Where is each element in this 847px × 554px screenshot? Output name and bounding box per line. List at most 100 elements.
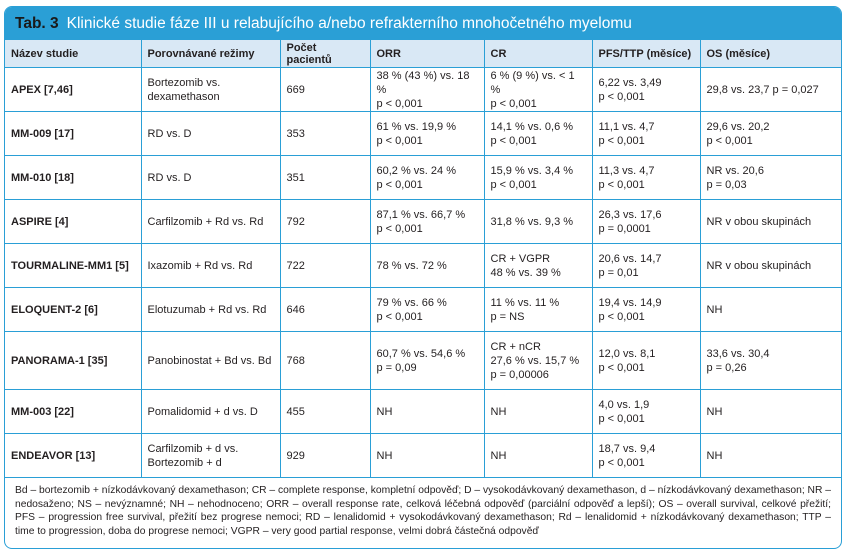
pfs-ttp-cell-line: 4,0 vs. 1,9 [598,398,650,411]
os-cell-line: NR v obou skupinách [706,259,812,272]
pfs-ttp-cell: 18,7 vs. 9,4 p < 0,001 [592,433,701,478]
pfs-ttp-cell-line: 11,3 vs. 4,7 [598,164,655,177]
os-cell-line: NH [706,303,723,316]
cr-cell-line: 27,6 % vs. 15,7 % [490,354,580,367]
orr-cell-line: 60,2 % vs. 24 % [376,164,457,177]
orr-cell-line: 60,7 % vs. 54,6 % [376,347,466,360]
pfs-ttp-cell-line: p < 0,001 [598,361,645,374]
cr-cell: CR + VGPR 48 % vs. 39 % [484,243,593,288]
study-name-cell: MM-003 [22] [5,389,142,434]
pfs-ttp-cell-line: p < 0,001 [598,412,645,425]
pfs-ttp-cell: 19,4 vs. 14,9 p < 0,001 [592,287,701,332]
cr-cell-line: p < 0,001 [490,178,537,191]
pfs-ttp-cell: 11,1 vs. 4,7 p < 0,001 [592,111,701,156]
pfs-ttp-cell-line: 12,0 vs. 8,1 [598,347,656,360]
os-cell-line: p = 0,03 [706,178,747,191]
table-row: ASPIRE [4] Carfilzomib + Rd vs. Rd 792 87,1… [5,199,841,244]
regimen-cell: Bortezomib vs. dexamethason [141,67,281,112]
regimen-cell-line: dexamethason [147,90,220,103]
os-cell: 29,6 vs. 20,2 p < 0,001 [700,111,841,156]
os-cell-line: NH [706,449,723,462]
regimen-cell: RD vs. D [141,155,281,200]
orr-cell-line: p < 0,001 [376,310,423,323]
table-row: MM-003 [22] Pomalidomid + d vs. D 455 NH NH 4… [5,389,841,434]
os-cell: 33,6 vs. 30,4 p = 0,26 [700,331,841,390]
pfs-ttp-cell: 12,0 vs. 8,1 p < 0,001 [592,331,701,390]
cr-cell-line: p < 0,001 [490,97,537,110]
regimen-cell: Carfilzomib + d vs. Bortezomib + d [141,433,281,478]
pfs-ttp-cell-line: 18,7 vs. 9,4 [598,442,656,455]
orr-cell-line: NH [376,449,393,462]
table-row: TOURMALINE-MM1 [5] Ixazomib + Rd vs. Rd 72… [5,243,841,288]
table-frame: Tab. 3 Klinické studie fáze III u relabu… [4,6,842,549]
cr-cell-line: 15,9 % vs. 3,4 % [490,164,574,177]
pfs-ttp-cell-line: p < 0,001 [598,90,645,103]
table-title-bar: Tab. 3 Klinické studie fáze III u relabu… [5,7,841,40]
cr-cell-line: 48 % vs. 39 % [490,266,561,279]
cr-cell: 6 % (9 %) vs. < 1 % p < 0,001 [484,67,593,112]
regimen-cell: RD vs. D [141,111,281,156]
cr-cell-line: NH [490,405,507,418]
regimen-cell: Ixazomib + Rd vs. Rd [141,243,281,288]
cr-cell: NH [484,389,593,434]
table-row: ELOQUENT-2 [6] Elotuzumab + Rd vs. Rd 646 7… [5,287,841,332]
pfs-ttp-cell-line: 11,1 vs. 4,7 [598,120,655,133]
os-cell-line: p < 0,001 [706,134,753,147]
regimen-cell: Carfilzomib + Rd vs. Rd [141,199,281,244]
regimen-cell-line: Ixazomib + Rd vs. Rd [147,259,253,272]
os-cell-line: 29,8 vs. 23,7 p = 0,027 [706,83,819,96]
os-cell: NH [700,433,841,478]
cr-cell: 14,1 % vs. 0,6 % p < 0,001 [484,111,593,156]
orr-cell: 60,7 % vs. 54,6 % p = 0,09 [370,331,485,390]
cr-cell-line: 14,1 % vs. 0,6 % [490,120,574,133]
os-cell-line: NR v obou skupinách [706,215,812,228]
orr-cell-line: p < 0,001 [376,134,423,147]
cr-cell-line: CR + nCR [490,340,541,353]
orr-cell-line: 61 % vs. 19,9 % [376,120,457,133]
cr-cell-line: p = 0,00006 [490,368,549,381]
patients-cell: 455 [280,389,371,434]
orr-cell-line: 79 % vs. 66 % [376,296,447,309]
os-cell: NR vs. 20,6 p = 0,03 [700,155,841,200]
study-name-cell: ENDEAVOR [13] [5,433,142,478]
cr-cell: 11 % vs. 11 % p = NS [484,287,593,332]
pfs-ttp-cell-line: p < 0,001 [598,134,645,147]
orr-cell-line: p < 0,001 [376,178,423,191]
os-cell-line: 33,6 vs. 30,4 [706,347,770,360]
orr-cell: 78 % vs. 72 % [370,243,485,288]
cr-cell-line: p < 0,001 [490,134,537,147]
regimen-cell-line: Pomalidomid + d vs. D [147,405,258,418]
table-number: Tab. 3 [15,14,59,32]
cr-cell-line: 11 % vs. 11 % [490,296,560,309]
regimen-cell: Pomalidomid + d vs. D [141,389,281,434]
patients-cell: 768 [280,331,371,390]
regimen-cell-line: Panobinostat + Bd vs. Bd [147,354,272,367]
os-cell: NR v obou skupinách [700,199,841,244]
cr-cell-line: 6 % (9 %) vs. < 1 % [490,69,575,96]
header-os: OS (měsíce) [700,40,841,68]
os-cell: NH [700,389,841,434]
orr-cell-line: 87,1 % vs. 66,7 % [376,208,466,221]
table-footnote: Bd – bortezomib + nízkodávkovaný dexamet… [15,485,831,537]
study-name-cell: ASPIRE [4] [5,199,142,244]
table-row: PANORAMA-1 [35] Panobinostat + Bd vs. Bd 7… [5,331,841,390]
patients-cell: 646 [280,287,371,332]
cr-cell: NH [484,433,593,478]
pfs-ttp-cell-line: p < 0,001 [598,456,645,469]
regimen-cell: Panobinostat + Bd vs. Bd [141,331,281,390]
pfs-ttp-cell: 20,6 vs. 14,7 p = 0,01 [592,243,701,288]
pfs-ttp-cell-line: 20,6 vs. 14,7 [598,252,662,265]
table-row: APEX [7,46] Bortezomib vs. dexamethason 669… [5,67,841,112]
regimen-cell-line: RD vs. D [147,171,192,184]
orr-cell-line: p < 0,001 [376,97,423,110]
regimen-cell-line: RD vs. D [147,127,192,140]
cr-cell: 15,9 % vs. 3,4 % p < 0,001 [484,155,593,200]
pfs-ttp-cell-line: 6,22 vs. 3,49 [598,76,662,89]
table-row: ENDEAVOR [13] Carfilzomib + d vs. Bortezom… [5,433,841,478]
os-cell-line: NH [706,405,723,418]
patients-cell: 929 [280,433,371,478]
studies-table: Název studie Porovnávané režimy Počet pa… [5,40,841,478]
study-name-cell: TOURMALINE-MM1 [5] [5,243,142,288]
os-cell: 29,8 vs. 23,7 p = 0,027 [700,67,841,112]
table-row: MM-010 [18] RD vs. D 351 60,2 % vs. 24 % p <… [5,155,841,200]
